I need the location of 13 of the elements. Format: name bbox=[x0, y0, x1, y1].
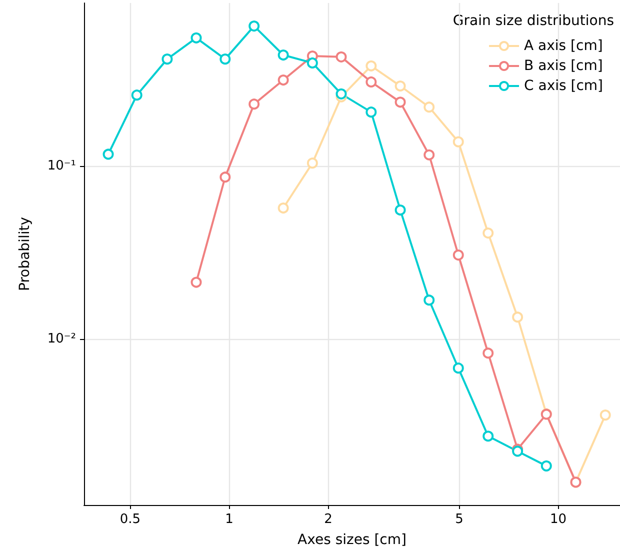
x-axis-title: Axes sizes [cm] bbox=[298, 532, 406, 548]
y-tick-label: 10⁻² bbox=[47, 332, 76, 347]
x-tick-label: 5 bbox=[455, 512, 464, 527]
legend-title: Grain size distributions bbox=[452, 13, 614, 29]
x-tick-label: 0.5 bbox=[120, 512, 140, 527]
x-tick-label: 10 bbox=[550, 512, 567, 527]
legend-label: A axis [cm] bbox=[524, 38, 603, 54]
legend-label: C axis [cm] bbox=[524, 78, 603, 94]
y-tick-label: 10⁻¹ bbox=[47, 158, 76, 174]
legend-label: B axis [cm] bbox=[524, 58, 603, 74]
x-tick-label: 2 bbox=[324, 512, 332, 527]
y-axis-title: Probability bbox=[17, 216, 33, 292]
x-tick-label: 1 bbox=[225, 512, 234, 527]
